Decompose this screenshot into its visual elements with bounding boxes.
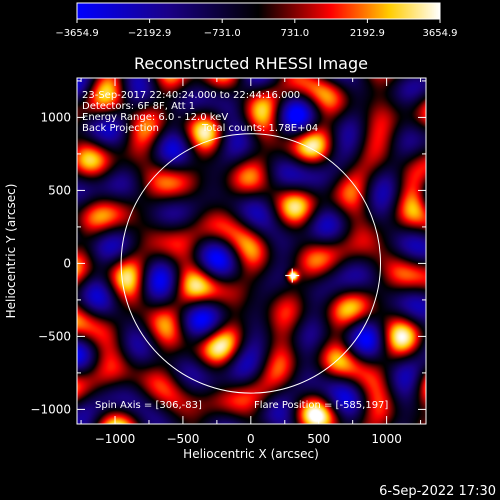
colorbar-ticks <box>76 19 441 23</box>
colorbar-tick-label: −2192.9 <box>128 28 171 39</box>
footer-date: 6-Sep-2022 17:30 <box>379 484 496 499</box>
heatmap-image <box>77 78 426 424</box>
x-tick-labels: −1000 −500 0 500 1000 <box>95 432 402 446</box>
x-tick-label: 0 <box>247 432 255 446</box>
y-tick-labels: −1000 −500 0 500 1000 <box>30 110 71 416</box>
annotation-time-range: 23-Sep-2017 22:40:24.000 to 22:44:16.000 <box>82 90 300 101</box>
flare-position-label: Flare Position = [-585,197] <box>254 400 388 411</box>
heatmap-raster <box>77 78 426 424</box>
flare-marker <box>285 268 300 283</box>
colorbar-tick-label: −3654.9 <box>55 28 98 39</box>
annotation-energy-range: Energy Range: 6.0 - 12.0 keV <box>82 112 228 123</box>
chart-title: Reconstructed RHESSI Image <box>134 54 368 73</box>
annotation-detectors: Detectors: 6F 8F, Att 1 <box>82 101 195 112</box>
annotation-total-counts: Total counts: 1.78E+04 <box>201 123 318 134</box>
colorbar-tick-label: 2192.9 <box>350 28 385 39</box>
annotation-method: Back Projection <box>82 123 159 134</box>
colorbar <box>76 2 441 20</box>
x-tick-label: −500 <box>166 432 199 446</box>
y-tick-label: 500 <box>48 183 71 197</box>
y-tick-label: −500 <box>38 329 71 343</box>
x-tick-label: −1000 <box>95 432 136 446</box>
spin-axis-label: Spin Axis = [306,-83] <box>95 400 202 411</box>
colorbar-tick-label: 3654.9 <box>423 28 458 39</box>
x-tick-label: 1000 <box>371 432 402 446</box>
x-axis-label: Heliocentric X (arcsec) <box>183 447 319 461</box>
plot-frame <box>76 77 427 425</box>
x-tick-label: 500 <box>307 432 330 446</box>
colorbar-tick-label: 731.0 <box>280 28 309 39</box>
axis-ticks <box>77 78 426 424</box>
y-tick-label: −1000 <box>30 402 71 416</box>
solar-limb-circle <box>120 133 382 394</box>
y-axis-label: Heliocentric Y (arcsec) <box>4 184 18 319</box>
colorbar-tick-label: −731.0 <box>204 28 241 39</box>
colorbar-tick-labels: −3654.9 −2192.9 −731.0 731.0 2192.9 3654.9 <box>55 28 457 39</box>
y-tick-label: 1000 <box>40 110 71 124</box>
y-tick-label: 0 <box>63 256 71 270</box>
